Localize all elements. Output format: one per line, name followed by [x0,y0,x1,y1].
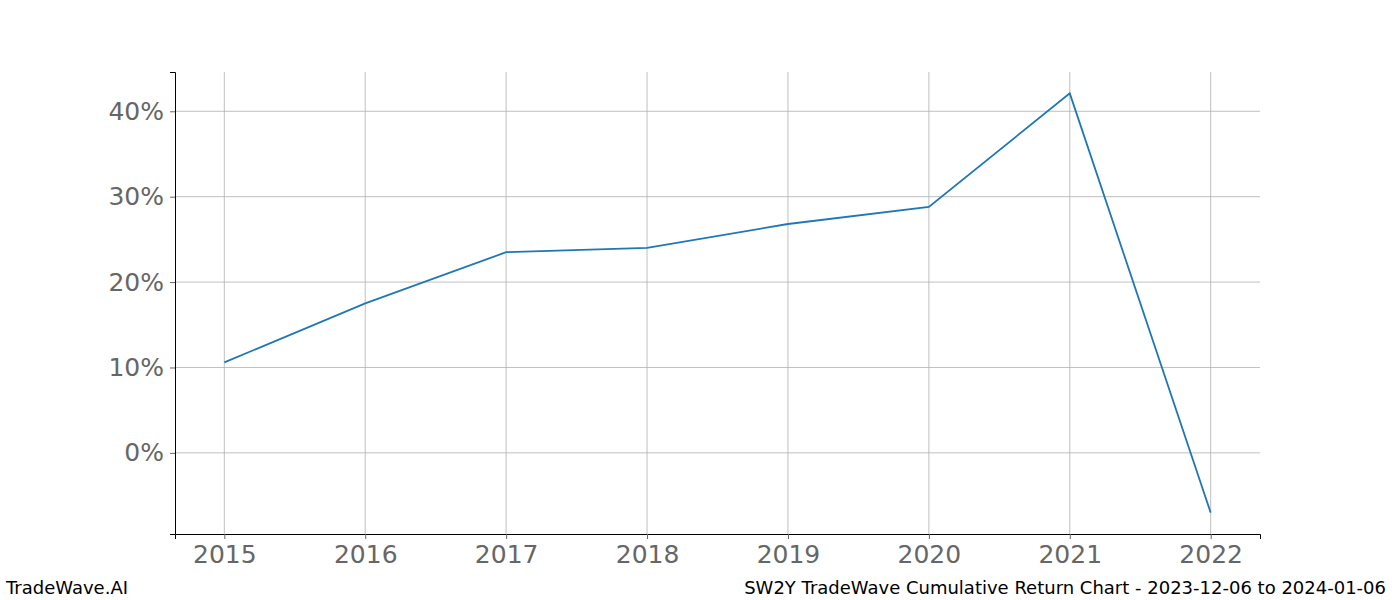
y-tick-mark [170,197,175,198]
x-tick-mark [1070,534,1071,539]
y-tick-mark [170,282,175,283]
axis-line [170,73,176,535]
x-tick-mark [788,534,789,539]
x-tick: 2019 [757,534,821,569]
x-axis: 2015 2016 2017 2018 2019 2020 2021 2022 [176,534,1261,569]
x-tick-label: 2017 [475,540,539,569]
x-tick: 2017 [475,534,539,569]
grid-line-y [175,196,1260,197]
x-tick-mark [1211,534,1212,539]
y-tick-label: 10% [108,353,164,382]
y-tick-label: 40% [108,97,164,126]
y-tick: 10% [108,353,175,382]
x-tick-mark [647,534,648,539]
grid-line-x [1210,72,1211,534]
y-tick-label: 30% [108,182,164,211]
y-tick: 40% [108,97,175,126]
x-tick-label: 2018 [616,540,680,569]
line [224,93,1210,512]
chart: 2015 2016 2017 2018 2019 2020 2021 2022 0% 10% 20%… [0,0,1400,600]
grid-line-x [647,72,648,534]
grid-line-y [175,367,1260,368]
grid-line-x [787,72,788,534]
plot-area [224,93,1210,512]
grid [175,72,1260,534]
x-tick-label: 2019 [757,540,821,569]
y-tick-mark [170,111,175,112]
y-axis: 0% 10% 20% 30% 40% [108,73,175,535]
watermark: TradeWave.AI [5,577,128,598]
x-tick-mark [929,534,930,539]
y-tick: 30% [108,182,175,211]
grid-line-x [1069,72,1070,534]
x-tick-mark [365,534,366,539]
x-tick-label: 2016 [334,540,398,569]
x-tick: 2022 [1179,534,1243,569]
y-tick-mark [170,367,175,368]
grid-line-y [175,452,1260,453]
title: SW2Y TradeWave Cumulative Return Chart -… [744,577,1386,598]
grid-line-x [224,72,225,534]
x-tick-label: 2015 [193,540,257,569]
x-tick-label: 2021 [1038,540,1102,569]
x-tick: 2015 [193,534,257,569]
y-tick-label: 0% [124,438,164,467]
grid-line-y [175,111,1260,112]
y-tick-label: 20% [108,268,164,297]
grid-line-y [175,282,1260,283]
x-tick-mark [224,534,225,539]
y-tick-mark [170,453,175,454]
axis-line [176,535,1261,540]
x-tick: 2021 [1038,534,1102,569]
grid-line-x [928,72,929,534]
grid-line-x [506,72,507,534]
x-tick: 2016 [334,534,398,569]
y-tick: 0% [124,438,175,467]
y-tick: 20% [108,268,175,297]
x-tick-mark [506,534,507,539]
x-tick-label: 2020 [898,540,962,569]
x-tick: 2018 [616,534,680,569]
x-tick-label: 2022 [1179,540,1243,569]
x-tick: 2020 [898,534,962,569]
